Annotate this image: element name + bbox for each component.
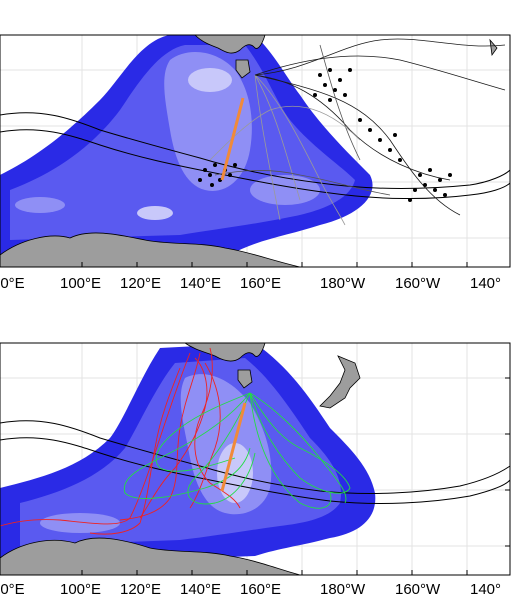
new-zealand-land bbox=[489, 38, 498, 57]
highlight-transect bbox=[220, 402, 247, 492]
tick-label-120e: 120°E bbox=[120, 275, 161, 292]
highlight-transect bbox=[220, 97, 245, 181]
ocean-fronts bbox=[0, 112, 511, 200]
tasmania-land bbox=[235, 59, 251, 79]
map-frame bbox=[0, 34, 511, 268]
tick-label-160w: 160°W bbox=[395, 581, 441, 598]
tasmania-land bbox=[237, 369, 253, 389]
top-map: 60°E 100°E 120°E 140°E 160°E 180°W 160°W… bbox=[0, 34, 511, 292]
observation-points bbox=[198, 68, 452, 202]
antarctica-land bbox=[0, 537, 301, 576]
tick-label-160w: 160°W bbox=[395, 275, 441, 292]
tick-label-140w: 140° bbox=[470, 275, 501, 292]
density-shading bbox=[0, 35, 373, 262]
new-zealand-land bbox=[319, 355, 361, 409]
australia-land bbox=[194, 34, 266, 54]
tick-label-120e: 120°E bbox=[120, 581, 161, 598]
tick-label-160e: 160°E bbox=[240, 581, 281, 598]
tick-label-160e: 160°E bbox=[240, 275, 281, 292]
telemetry-tracks bbox=[209, 38, 506, 226]
map-frame bbox=[0, 342, 511, 576]
tick-label-60e: 60°E bbox=[0, 275, 25, 292]
x-axis-ticks bbox=[0, 262, 468, 267]
tick-label-140e: 140°E bbox=[180, 275, 221, 292]
australia-land bbox=[183, 342, 266, 362]
bottom-map-panel: 60°E 100°E 120°E 140°E 160°E 180°W 160°W… bbox=[0, 308, 514, 600]
bottom-map: 60°E 100°E 120°E 140°E 160°E 180°W 160°W… bbox=[0, 342, 511, 598]
red-tracks bbox=[0, 347, 241, 535]
top-map-panel: 60°E 100°E 120°E 140°E 160°E 180°W 160°W… bbox=[0, 34, 511, 292]
y-axis-ticks bbox=[505, 377, 510, 547]
tick-label-180w: 180°W bbox=[320, 275, 366, 292]
tick-label-140w: 140° bbox=[470, 581, 501, 598]
antarctica-land bbox=[0, 232, 301, 268]
land-masses bbox=[0, 342, 361, 576]
tick-label-60e: 60°E bbox=[0, 581, 25, 598]
green-tracks bbox=[123, 392, 351, 509]
tick-label-100e: 100°E bbox=[60, 581, 101, 598]
land-masses bbox=[0, 34, 498, 268]
tick-label-140e: 140°E bbox=[180, 581, 221, 598]
x-axis-ticks bbox=[0, 570, 468, 575]
tick-label-180w: 180°W bbox=[320, 581, 366, 598]
ocean-fronts bbox=[0, 420, 511, 504]
tick-label-100e: 100°E bbox=[60, 275, 101, 292]
